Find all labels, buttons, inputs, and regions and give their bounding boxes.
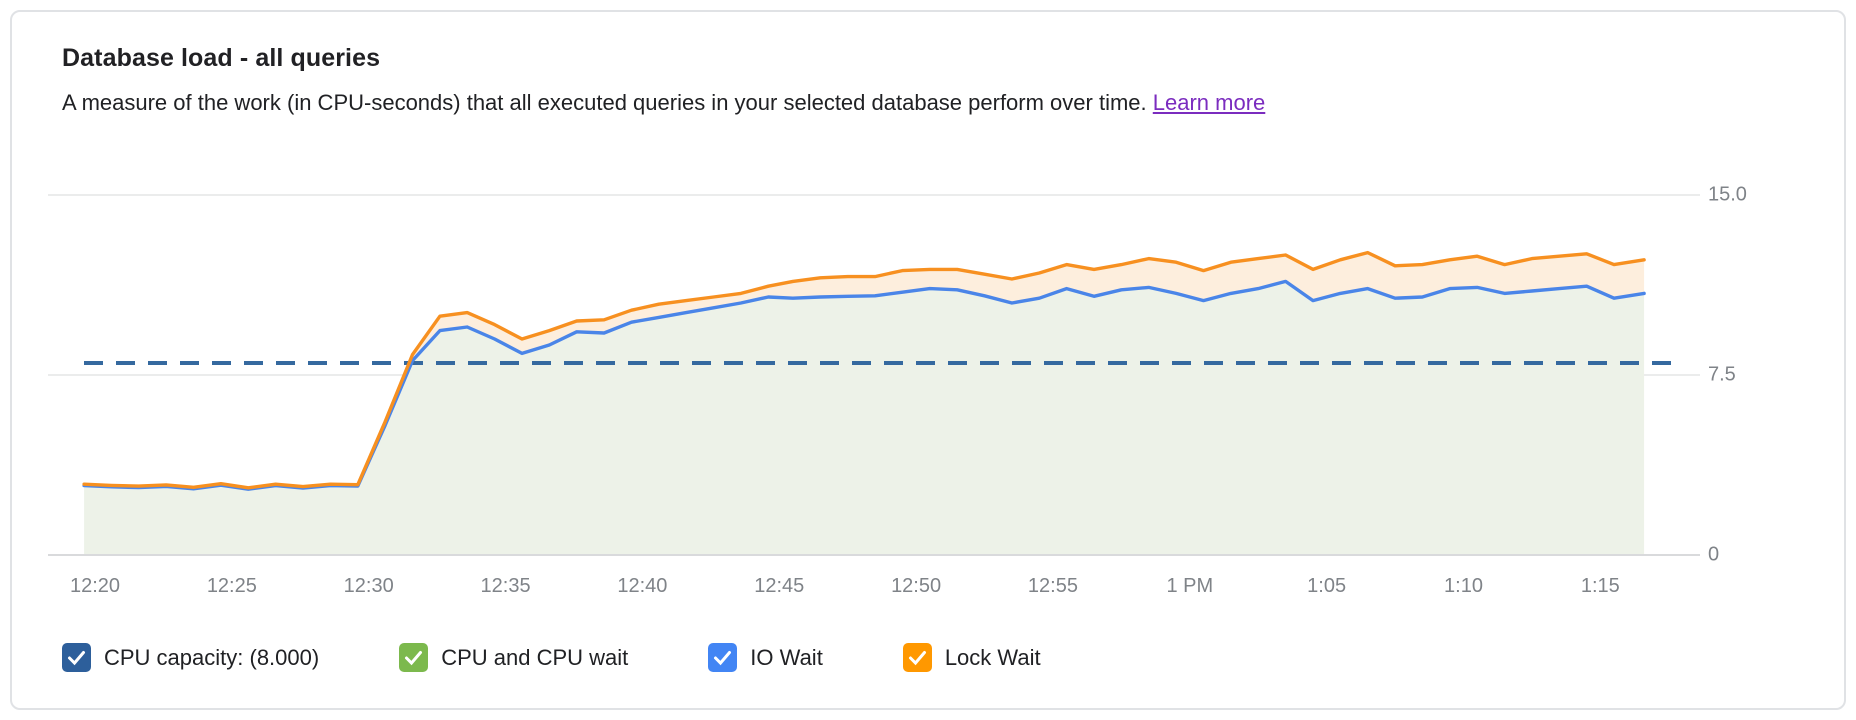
learn-more-link[interactable]: Learn more	[1152, 90, 1266, 115]
load-chart-svg	[48, 194, 1700, 556]
page-title: Database load - all queries	[62, 44, 381, 72]
cpu-and-cpu-wait-checkbox[interactable]	[399, 643, 429, 672]
x-axis-tick-label: 12:35	[480, 575, 531, 597]
legend-item-lock-wait[interactable]: Lock Wait	[902, 643, 1041, 672]
legend-item-cpu-capacity[interactable]: CPU capacity: (8.000)	[62, 643, 319, 672]
legend-label: CPU and CPU wait	[441, 644, 629, 670]
y-axis-tick-label: 7.5	[1708, 363, 1736, 386]
cpu-capacity-checkbox[interactable]	[62, 643, 91, 672]
x-axis-tick-label: 1 PM	[1166, 575, 1214, 597]
x-axis-tick-label: 1:15	[1580, 575, 1620, 597]
legend-label: Lock Wait	[944, 644, 1041, 670]
x-axis-tick-label: 12:20	[69, 575, 121, 597]
io-wait-area-fill	[84, 281, 1645, 555]
x-axis-tick-label: 12:50	[891, 575, 942, 597]
x-axis-tick-label: 1:10	[1444, 575, 1483, 597]
legend-label: CPU capacity: (8.000)	[104, 644, 320, 670]
legend-label: IO Wait	[750, 644, 823, 670]
chart-legend: CPU capacity: (8.000) CPU and CPU wait I…	[62, 643, 1041, 672]
x-axis-tick-label: 12:30	[343, 575, 394, 597]
x-axis-tick-label: 12:55	[1027, 575, 1078, 597]
y-axis-tick-label: 0	[1708, 543, 1720, 566]
checkmark-icon	[68, 651, 85, 666]
load-chart-plot-area[interactable]: 0 7.5 15.0 12:20 12:25 12:30 12:35 12:40 12:45 1…	[12, 12, 1844, 708]
lock-wait-line	[82, 250, 1646, 490]
lock-wait-checkbox[interactable]	[902, 643, 932, 672]
lock-wait-area-fill	[84, 252, 1645, 490]
io-wait-checkbox[interactable]	[708, 643, 738, 672]
checkmark-icon	[908, 651, 926, 666]
checkmark-icon	[405, 651, 423, 666]
y-axis-tick-label: 15.0	[1708, 183, 1747, 206]
chart-description-text: A measure of the work (in CPU-seconds) t…	[62, 90, 1147, 115]
chart-description: A measure of the work (in CPU-seconds) t…	[62, 90, 1265, 116]
legend-item-io-wait[interactable]: IO Wait	[708, 643, 823, 672]
x-axis-tick-label: 12:45	[754, 575, 805, 597]
x-axis-tick-label: 12:25	[206, 575, 257, 597]
legend-item-cpu-and-cpu-wait[interactable]: CPU and CPU wait	[399, 643, 628, 672]
checkmark-icon	[714, 651, 732, 666]
x-axis-tick-label: 12:40	[617, 575, 668, 597]
x-axis-tick-label: 1:05	[1307, 575, 1347, 597]
database-load-card: Database load - all queries A measure of…	[10, 10, 1846, 710]
